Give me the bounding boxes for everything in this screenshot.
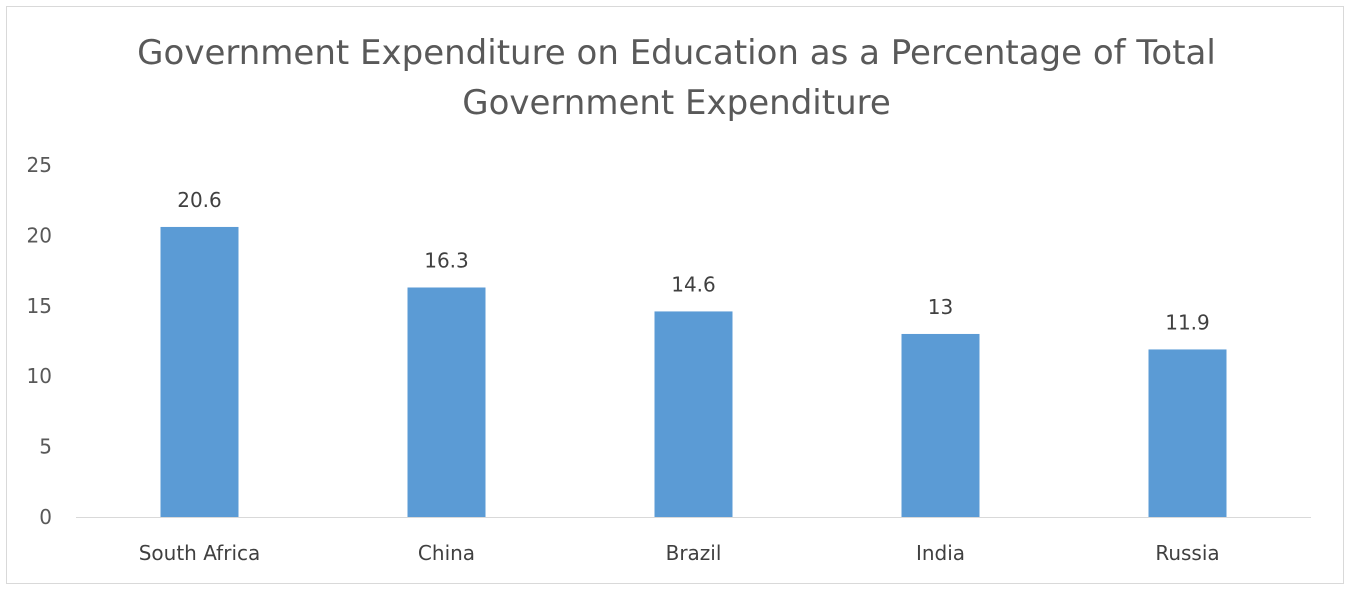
bar [901, 333, 980, 517]
bar [654, 311, 733, 517]
data-label: 14.6 [671, 272, 716, 296]
y-tick-label: 20 [27, 223, 52, 247]
bar [1148, 349, 1227, 517]
data-label: 13 [928, 295, 953, 319]
category-label: Russia [1155, 541, 1219, 565]
category-label: China [418, 541, 475, 565]
bar [160, 226, 239, 517]
y-tick-label: 0 [39, 505, 52, 529]
chart-title-line-1: Government Expenditure on Education as a… [137, 33, 1216, 73]
category-label: Brazil [666, 541, 722, 565]
y-tick-label: 5 [39, 435, 52, 459]
category-label: India [916, 541, 965, 565]
data-label: 16.3 [424, 248, 469, 272]
chart-title-line-2: Government Expenditure [462, 83, 891, 123]
chart-title: Government Expenditure on Education as a… [0, 28, 1353, 128]
y-tick-label: 10 [27, 364, 52, 388]
y-tick-label: 25 [27, 153, 52, 177]
data-label: 20.6 [177, 188, 222, 212]
y-tick-label: 15 [27, 294, 52, 318]
data-label: 11.9 [1165, 310, 1210, 334]
category-label: South Africa [139, 541, 261, 565]
bar [407, 287, 486, 517]
